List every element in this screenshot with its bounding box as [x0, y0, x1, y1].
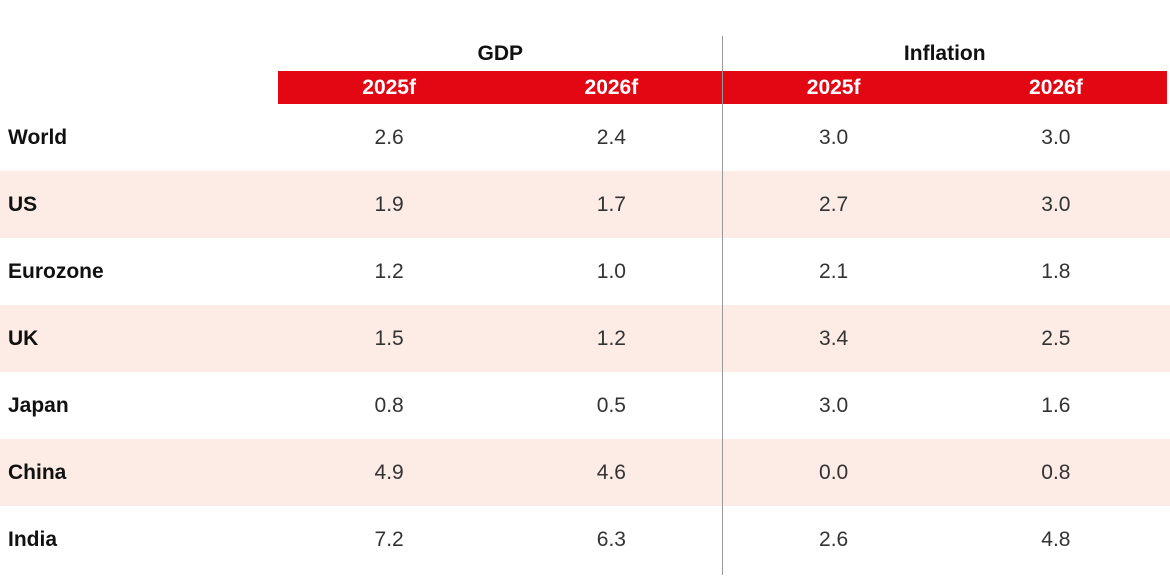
- table-cell: 1.7: [596, 192, 626, 216]
- table-cell: 3.4: [819, 326, 849, 350]
- row-label: US: [8, 192, 38, 216]
- column-header: 2026f: [584, 75, 639, 99]
- table-cell: 1.6: [1041, 393, 1071, 417]
- table-cell: 0.5: [596, 393, 626, 417]
- row-band: [0, 439, 1170, 506]
- row-label: Eurozone: [8, 259, 104, 283]
- row-label: Japan: [8, 393, 69, 417]
- table-cell: 1.5: [374, 326, 404, 350]
- table-cell: 7.2: [374, 527, 404, 551]
- column-header: 2025f: [362, 75, 416, 99]
- row-label: China: [8, 460, 67, 484]
- table-cell: 1.8: [1041, 259, 1071, 283]
- table-cell: 2.7: [819, 192, 849, 216]
- row-label: World: [8, 125, 68, 149]
- table-cell: 2.6: [819, 527, 849, 551]
- table-cell: 2.5: [1041, 326, 1071, 350]
- table-cell: 0.8: [1041, 460, 1071, 484]
- row-label: UK: [8, 326, 39, 350]
- table-cell: 2.1: [819, 259, 849, 283]
- table-cell: 3.0: [819, 393, 849, 417]
- table-cell: 6.3: [596, 527, 626, 551]
- column-header: 2025f: [806, 75, 861, 99]
- row-band: [0, 171, 1170, 238]
- table-cell: 3.0: [1041, 192, 1071, 216]
- table-cell: 3.0: [819, 125, 849, 149]
- row-label: India: [8, 527, 58, 551]
- table-cell: 4.6: [596, 460, 626, 484]
- table-cell: 4.9: [374, 460, 404, 484]
- table-cell: 0.0: [819, 460, 849, 484]
- row-band: [0, 305, 1170, 372]
- group-header: GDP: [477, 42, 523, 65]
- table-cell: 2.4: [596, 125, 626, 149]
- column-divider: [722, 36, 723, 575]
- table-cell: 1.2: [596, 326, 626, 350]
- table-cell: 2.6: [374, 125, 404, 149]
- table-cell: 1.0: [596, 259, 626, 283]
- table-cell: 1.2: [374, 259, 404, 283]
- table-cell: 4.8: [1041, 527, 1071, 551]
- column-header: 2026f: [1029, 75, 1083, 99]
- table-cell: 1.9: [374, 192, 404, 216]
- table-cell: 0.8: [374, 393, 404, 417]
- group-header: Inflation: [903, 42, 986, 65]
- table-cell: 3.0: [1041, 125, 1071, 149]
